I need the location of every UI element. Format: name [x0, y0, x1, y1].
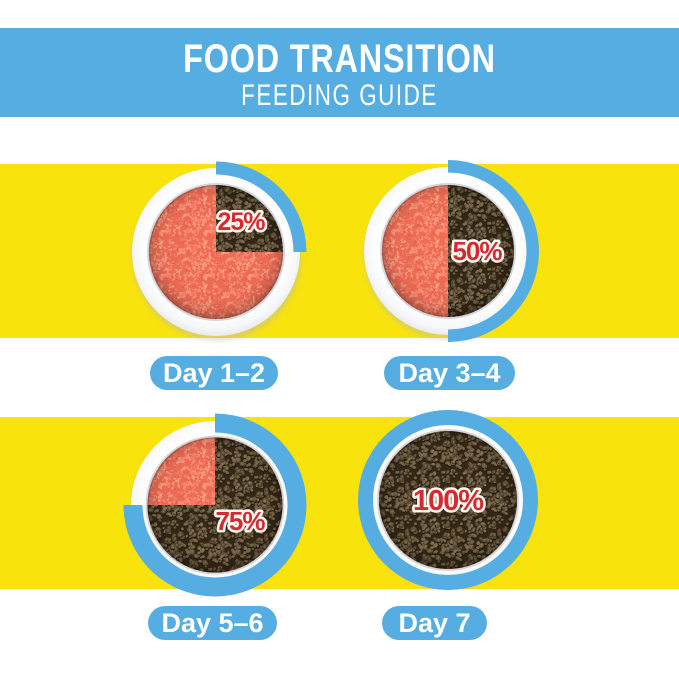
svg-text:25%: 25% — [217, 208, 265, 236]
svg-text:75%: 75% — [215, 506, 265, 536]
svg-text:100%: 100% — [413, 485, 484, 517]
svg-text:50%: 50% — [452, 236, 502, 266]
